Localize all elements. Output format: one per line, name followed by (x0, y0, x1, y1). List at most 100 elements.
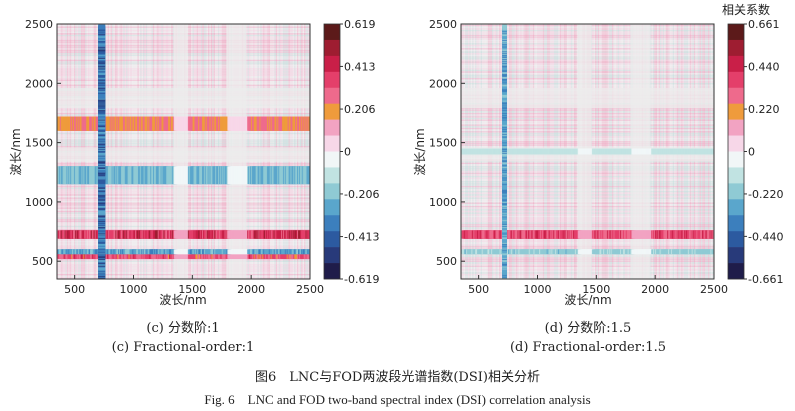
y-tick-label: 1500 (25, 137, 53, 150)
subfigure-label-en-d: (d) Fractional-order:1.5 (509, 340, 667, 355)
colorbar-segment (324, 87, 340, 104)
plot-frame (460, 23, 715, 280)
colorbar-segment (728, 24, 744, 41)
colorbar-segment (324, 71, 340, 89)
heatmap-cell (308, 166, 310, 185)
y-tick-label: 2000 (429, 77, 457, 90)
x-tick-label: 2000 (237, 283, 265, 296)
colorbar-segment (324, 215, 340, 232)
x-tick-label: 500 (468, 283, 489, 296)
colorbar-tick-label: 0 (748, 146, 755, 159)
colorbar-segment (324, 24, 340, 41)
colorbar-title: 相关系数 (722, 2, 770, 17)
x-tick-label: 500 (64, 283, 85, 296)
colorbar-segment (324, 39, 340, 57)
colorbar-segment (324, 199, 340, 216)
colorbar-segment (728, 87, 744, 104)
x-tick-label: 2500 (296, 283, 324, 296)
heatmap-cells (57, 24, 310, 279)
colorbar-segment (728, 263, 744, 280)
y-tick-label: 1000 (25, 196, 53, 209)
colorbar-tick-label: 0.440 (748, 61, 780, 74)
colorbar-tick-label: -0.413 (344, 231, 379, 244)
colorbar-segment (728, 135, 744, 152)
colorbar-segment (728, 183, 744, 200)
y-tick-label: 500 (32, 255, 53, 268)
colorbar-segment (324, 231, 340, 248)
colorbar-segment (324, 183, 340, 200)
colorbar-segment (324, 263, 340, 280)
subfigure-label-cn-d: (d) 分数阶:1.5 (544, 321, 632, 336)
y-tick-label: 1000 (429, 196, 457, 209)
heatmap-cells (461, 24, 714, 279)
subfigure-label-cn-c: (c) 分数阶:1 (146, 321, 220, 336)
y-axis-label: 波长/nm (9, 128, 23, 175)
absorption-gap (57, 88, 310, 109)
x-axis-ticks: 500 1000 1500 2000 2500 (468, 275, 728, 296)
colorbar-tick-label: 0.619 (344, 18, 376, 31)
y-tick-label: 2500 (25, 18, 53, 31)
heatmap-cell (308, 116, 310, 131)
y-tick-label: 1500 (429, 137, 457, 150)
colorbar: 0.619 0.413 0.206 0 -0.206 -0.413 -0.619 (323, 18, 379, 286)
colorbar-segment (324, 135, 340, 152)
colorbar-segment (728, 167, 744, 184)
y-axis-label: 波长/nm (413, 128, 427, 175)
figure-caption-en: Fig. 6 LNC and FOD two-band spectral ind… (204, 392, 591, 407)
colorbar-segment (324, 119, 340, 136)
colorbar: 0.661 0.440 0.220 0 -0.220 -0.440 -0.661 (727, 18, 783, 286)
colorbar-segment (324, 103, 340, 120)
y-axis-ticks: 500 1000 1500 2000 2500 (25, 18, 61, 268)
plot-frame (56, 23, 311, 280)
colorbar-segment (728, 39, 744, 57)
heatmap-cell (308, 254, 310, 259)
heatmap-cell (308, 230, 310, 239)
colorbar-segment (728, 119, 744, 136)
colorbar-segment (324, 167, 340, 184)
x-tick-label: 2500 (700, 283, 728, 296)
x-axis-label: 波长/nm (564, 293, 611, 307)
colorbar-tick-label: 0.206 (344, 103, 376, 116)
colorbar-tick-label: 0.220 (748, 103, 780, 116)
x-tick-label: 1500 (582, 283, 610, 296)
colorbar-segment (728, 199, 744, 216)
colorbar-segment (728, 215, 744, 232)
y-tick-label: 2000 (25, 77, 53, 90)
colorbar-segment (728, 55, 744, 73)
colorbar-tick-label: 0.661 (748, 18, 780, 31)
colorbar-segment (728, 103, 744, 120)
heatmap-cell (712, 230, 714, 239)
x-tick-label: 1000 (119, 283, 147, 296)
x-tick-label: 1000 (523, 283, 551, 296)
colorbar-tick-label: 0 (344, 146, 351, 159)
colorbar-tick-label: 0.413 (344, 60, 376, 73)
heatmap-cell (712, 148, 714, 155)
x-axis-label: 波长/nm (159, 293, 206, 307)
heatmap-cell (502, 24, 507, 30)
absorption-gap (57, 147, 310, 162)
colorbar-segment (728, 247, 744, 264)
heatmap-panel-c: 500 1000 1500 2000 2500 5001000150020002500 … (9, 18, 379, 307)
colorbar-tick-label: -0.440 (748, 230, 783, 243)
colorbar-tick-label: -0.206 (344, 188, 379, 201)
x-tick-label: 2000 (641, 283, 669, 296)
colorbar-tick-label: -0.619 (344, 273, 379, 286)
colorbar-segment (324, 151, 340, 168)
colorbar-segment (728, 151, 744, 168)
colorbar-segment (728, 71, 744, 89)
colorbar-tick-label: -0.220 (748, 188, 783, 201)
colorbar-segment (728, 231, 744, 248)
y-tick-label: 2500 (429, 18, 457, 31)
heatmap-panel-d: 500 1000 1500 2000 2500 5001000150020002500 … (413, 2, 783, 307)
colorbar-tick-label: -0.661 (748, 273, 783, 286)
heatmap-cell (308, 249, 310, 255)
colorbar-segment (324, 247, 340, 264)
y-axis-ticks: 500 1000 1500 2000 2500 (429, 18, 465, 268)
x-tick-label: 1500 (178, 283, 206, 296)
subfigure-label-en-c: (c) Fractional-order:1 (111, 340, 255, 355)
y-tick-label: 500 (436, 255, 457, 268)
x-axis-ticks: 500 1000 1500 2000 2500 (64, 275, 324, 296)
heatmap-cell (712, 249, 714, 255)
colorbar-segment (324, 55, 340, 73)
